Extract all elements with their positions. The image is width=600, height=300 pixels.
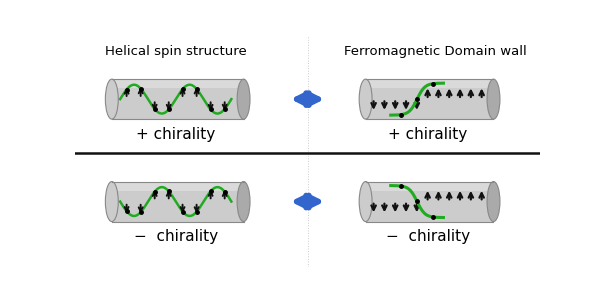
Polygon shape <box>112 182 244 222</box>
Polygon shape <box>112 79 244 88</box>
Text: + chirality: + chirality <box>388 127 467 142</box>
Text: −  chirality: − chirality <box>134 229 218 244</box>
Ellipse shape <box>359 79 372 119</box>
Polygon shape <box>365 79 493 88</box>
Text: + chirality: + chirality <box>136 127 215 142</box>
Text: Helical spin structure: Helical spin structure <box>105 45 247 58</box>
Text: −  chirality: − chirality <box>386 229 470 244</box>
Polygon shape <box>112 182 244 190</box>
Ellipse shape <box>106 182 118 222</box>
Polygon shape <box>112 79 244 119</box>
Polygon shape <box>365 79 493 119</box>
Ellipse shape <box>359 182 372 222</box>
Ellipse shape <box>237 182 250 222</box>
Ellipse shape <box>487 182 500 222</box>
Ellipse shape <box>237 79 250 119</box>
Text: Ferromagnetic Domain wall: Ferromagnetic Domain wall <box>344 45 527 58</box>
Ellipse shape <box>487 79 500 119</box>
Ellipse shape <box>106 79 118 119</box>
Polygon shape <box>365 182 493 222</box>
Polygon shape <box>365 182 493 190</box>
